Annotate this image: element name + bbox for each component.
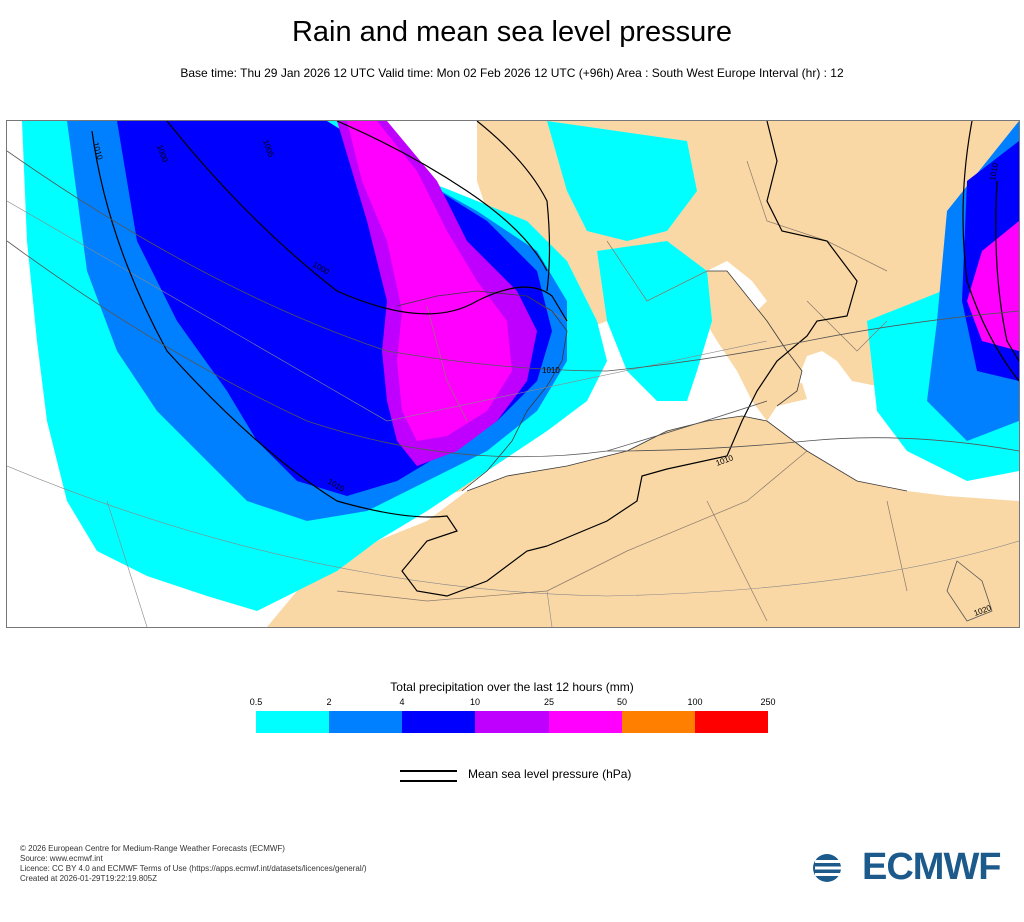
isobar-label: 1010 bbox=[542, 366, 560, 375]
legend-tick: 250 bbox=[760, 697, 776, 707]
footer-credits: © 2026 European Centre for Medium-Range … bbox=[20, 844, 367, 884]
legend-color-swatch bbox=[402, 711, 476, 733]
chart-subtitle: Base time: Thu 29 Jan 2026 12 UTC Valid … bbox=[180, 66, 844, 80]
isobar-layer bbox=[7, 121, 1019, 622]
msl-legend-line bbox=[400, 770, 457, 782]
isobar-label: 1010 bbox=[988, 162, 1000, 182]
coastline-layer bbox=[396, 270, 908, 492]
legend-tick: 10 bbox=[469, 697, 481, 707]
legend-color-swatch bbox=[329, 711, 403, 733]
legend-tick: 0.5 bbox=[249, 697, 263, 707]
legend-title: Total precipitation over the last 12 hou… bbox=[390, 680, 634, 694]
footer-line: Source: www.ecmwf.int bbox=[20, 854, 103, 863]
legend-color-swatch bbox=[256, 711, 330, 733]
footer-line: Created at 2026-01-29T19:22:19.805Z bbox=[20, 874, 157, 883]
legend-tick: 25 bbox=[543, 697, 555, 707]
ecmwf-logo: ECMWF bbox=[812, 846, 1002, 889]
chart-title: Rain and mean sea level pressure bbox=[291, 16, 733, 48]
land-italy bbox=[697, 271, 802, 421]
legend-tick: 2 bbox=[326, 697, 332, 707]
precip-cyan-med bbox=[597, 241, 712, 401]
legend-tick: 4 bbox=[399, 697, 405, 707]
land-africa bbox=[267, 416, 1019, 627]
ecmwf-logo-icon bbox=[813, 853, 855, 882]
precip-cyan-central bbox=[547, 121, 697, 241]
legend-ticks: 0.5 2 4 10 25 50 100 250 bbox=[250, 697, 776, 709]
precip-magenta-east bbox=[967, 221, 1019, 351]
land-sicily bbox=[767, 383, 807, 406]
legend-color-swatch bbox=[475, 711, 549, 733]
legend-color-swatch bbox=[621, 711, 695, 733]
legend-tick: 50 bbox=[616, 697, 628, 707]
footer-line: Licence: CC BY 4.0 and ECMWF Terms of Us… bbox=[20, 864, 367, 873]
map-svg: 1010 1000 1005 1000 1010 1010 1010 1020 … bbox=[7, 121, 1019, 627]
precip-magenta bbox=[347, 121, 512, 441]
legend-color-swatch bbox=[548, 711, 622, 733]
ecmwf-logo-text: ECMWF bbox=[862, 846, 1002, 888]
legend-color-swatch bbox=[694, 711, 768, 733]
footer-line: © 2026 European Centre for Medium-Range … bbox=[20, 844, 285, 853]
legend-tick: 100 bbox=[687, 697, 703, 707]
msl-legend-label: Mean sea level pressure (hPa) bbox=[468, 767, 632, 781]
map-panel: 1010 1000 1005 1000 1010 1010 1010 1020 … bbox=[6, 120, 1020, 628]
legend-color-scale bbox=[256, 711, 768, 733]
precipitation-layer bbox=[22, 121, 1019, 611]
